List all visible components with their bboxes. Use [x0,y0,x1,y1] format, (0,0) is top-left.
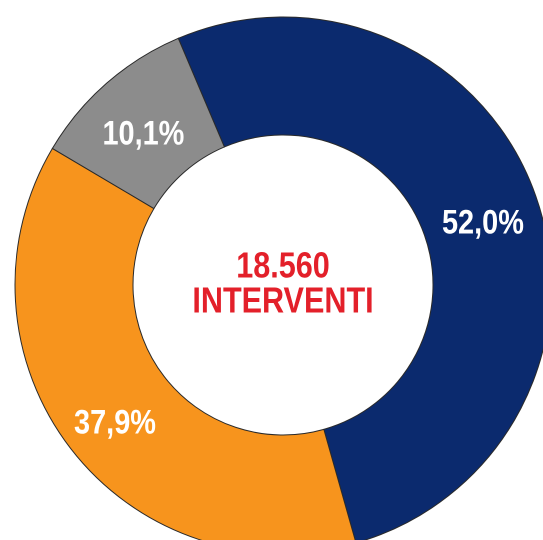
center-label: INTERVENTI [192,281,373,321]
value-label: 10,1% [102,113,184,152]
donut-segment [177,16,543,540]
donut-segment [51,37,226,210]
donut-segment [14,147,356,540]
value-label: 52,0% [442,202,524,241]
center-number: 18.560 [236,246,330,286]
value-label: 37,9% [74,402,156,441]
